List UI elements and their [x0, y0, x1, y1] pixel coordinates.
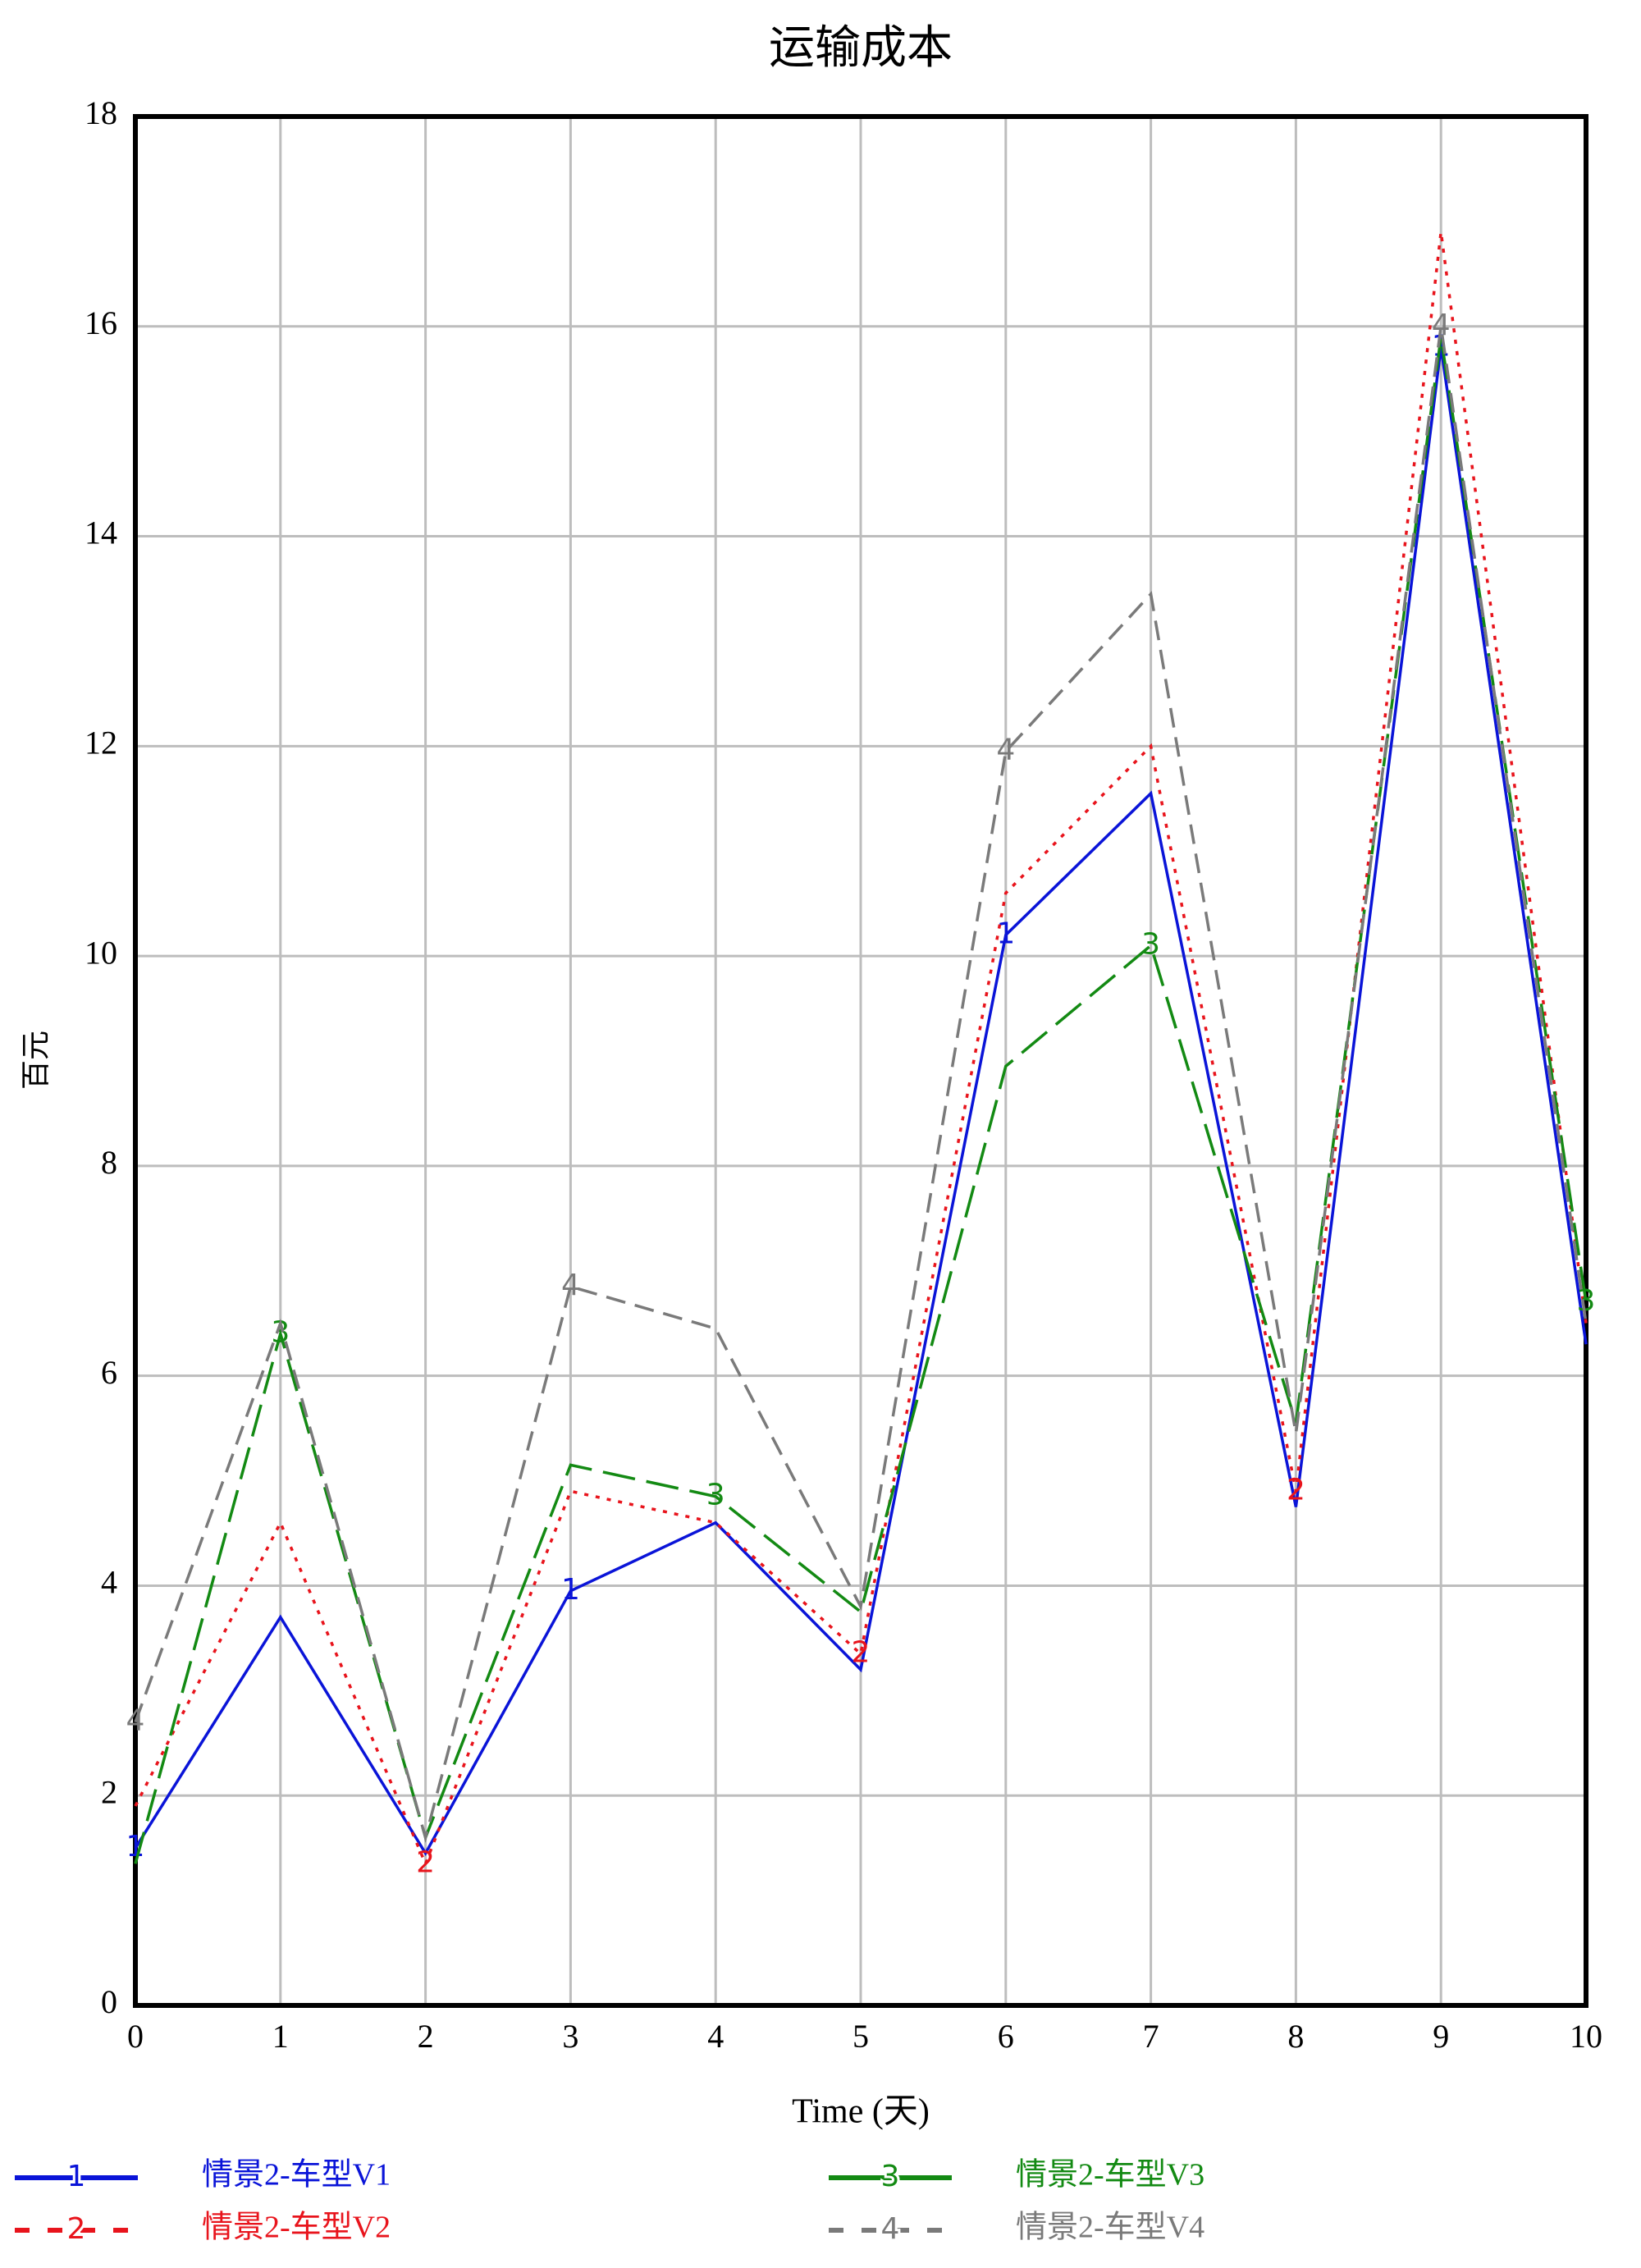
x-tick-label: 4: [707, 2018, 724, 2055]
y-tick-label: 6: [101, 1354, 117, 1391]
x-tick-label: 6: [998, 2018, 1014, 2055]
x-tick-label: 10: [1570, 2018, 1602, 2055]
series-marker: 3: [1577, 1284, 1596, 1318]
series-marker: 1: [561, 1573, 580, 1607]
y-tick-label: 10: [85, 934, 117, 971]
y-tick-label: 14: [85, 514, 117, 551]
legend-label: 情景2-车型V2: [202, 2211, 391, 2245]
y-tick-label: 12: [85, 725, 117, 761]
series-line: [134, 326, 1588, 1844]
series-line: [134, 231, 1588, 1868]
y-tick-label: 18: [85, 94, 117, 131]
series-marker: 2: [416, 1845, 435, 1879]
y-axis-label: 百元: [19, 1031, 52, 1090]
x-tick-label: 1: [272, 2018, 289, 2055]
x-tick-label: 0: [127, 2018, 144, 2055]
plot-border: [133, 114, 1588, 2008]
legend-label: 情景2-车型V1: [202, 2158, 391, 2193]
chart-title: 运输成本: [769, 23, 953, 74]
y-tick-label: 8: [101, 1144, 117, 1181]
x-tick-label: 7: [1143, 2018, 1159, 2055]
series-marker: 3: [1141, 927, 1160, 961]
y-tick-label: 0: [101, 1983, 117, 2020]
y-tick-label: 16: [85, 304, 117, 341]
y-tick-label: 4: [101, 1564, 117, 1601]
legend-marker: 1: [67, 2160, 86, 2193]
series-marker: 4: [561, 1269, 580, 1302]
series-marker: 2: [852, 1636, 871, 1670]
series-marker: 4: [1432, 309, 1451, 342]
x-tick-label: 5: [852, 2018, 869, 2055]
x-tick-label: 8: [1287, 2018, 1304, 2055]
x-tick-label: 9: [1433, 2018, 1449, 2055]
legend-marker: 2: [67, 2212, 86, 2246]
legend-label: 情景2-车型V3: [1016, 2158, 1204, 2193]
legend-marker: 3: [881, 2160, 900, 2193]
series-line: [134, 347, 1588, 1857]
series-marker: 2: [1287, 1473, 1305, 1507]
x-axis-label: Time (天): [792, 2093, 930, 2131]
series-marker: 1: [126, 1830, 145, 1863]
series-marker: 4: [126, 1704, 145, 1738]
legend-label: 情景2-车型V4: [1016, 2211, 1204, 2245]
series-marker: 4: [996, 734, 1015, 767]
series-marker: 3: [271, 1316, 290, 1350]
legend-marker: 4: [881, 2212, 900, 2246]
x-tick-label: 2: [418, 2018, 434, 2055]
x-tick-label: 3: [562, 2018, 578, 2055]
y-tick-label: 2: [101, 1773, 117, 1810]
series-marker: 1: [996, 917, 1015, 951]
series-marker: 3: [706, 1479, 725, 1512]
